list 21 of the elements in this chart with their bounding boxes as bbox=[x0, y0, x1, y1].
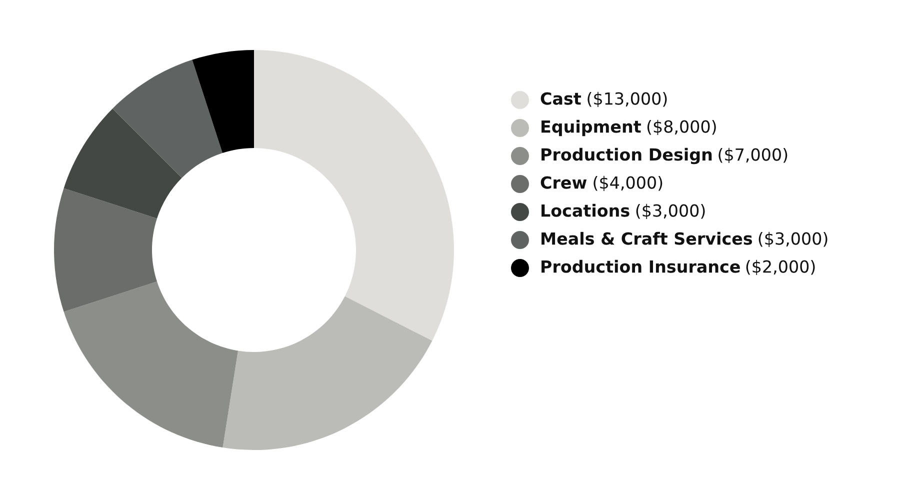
legend-label: Cast bbox=[540, 92, 581, 105]
donut-slice bbox=[254, 50, 454, 341]
data-label: ($7,000) bbox=[718, 148, 788, 164]
donut-slice bbox=[54, 188, 157, 312]
donut-slice bbox=[192, 50, 254, 153]
legend-label: Equipment bbox=[542, 120, 641, 136]
legend-label: Locations bbox=[542, 204, 630, 217]
data-label: ($8,000) bbox=[647, 120, 716, 136]
data-label: ($3,000) bbox=[758, 232, 828, 248]
donut-slice bbox=[64, 108, 182, 218]
data-label: ($4,000) bbox=[594, 176, 662, 192]
data-label: ($13,000) bbox=[588, 92, 667, 108]
data-label: ($3,000) bbox=[636, 204, 705, 220]
legend-label: Crew bbox=[540, 176, 587, 189]
legend-label: Meals & Craft Services bbox=[542, 232, 752, 245]
donut-slice bbox=[64, 282, 238, 448]
legend-label: Production Design bbox=[542, 148, 712, 164]
data-label: ($2,000) bbox=[746, 260, 815, 276]
donut-slice bbox=[112, 60, 222, 178]
donut-slice bbox=[222, 296, 432, 450]
legend-label: Production Insurance bbox=[542, 260, 740, 273]
